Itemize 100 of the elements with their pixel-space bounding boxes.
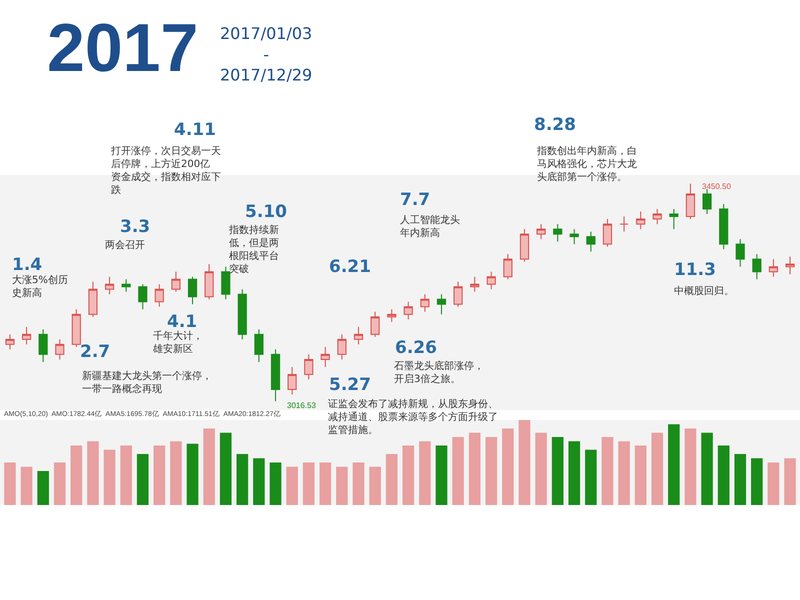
candlestick: [436, 294, 446, 315]
bar: [136, 454, 149, 505]
annotation: 2.7: [80, 342, 110, 362]
bar: [37, 471, 49, 505]
bar: [701, 432, 713, 505]
candlestick: [752, 254, 762, 280]
text: 指数创出年内新高，白马风格强化，芯片大龙头底部第一个涨停。: [536, 145, 637, 183]
annotation: 3450.50: [702, 182, 732, 191]
candlestick: [104, 276, 114, 295]
bar: [203, 428, 215, 505]
candlestick: [768, 258, 778, 278]
candlestick: [337, 334, 346, 360]
annotation: 3016.53: [287, 401, 316, 410]
bar: [751, 458, 763, 505]
candlestick: [154, 284, 164, 308]
bar: [70, 446, 82, 505]
bar: [618, 441, 630, 505]
bar: [468, 432, 480, 505]
bar: [718, 446, 730, 505]
candlestick: [238, 288, 247, 340]
bar: [120, 446, 132, 505]
annotation: 两会召开: [105, 239, 145, 251]
candlestick: [420, 294, 430, 312]
candlestick: [686, 183, 696, 220]
bar: [535, 432, 547, 505]
candlestick: [320, 346, 330, 368]
bar: [684, 428, 696, 505]
candlestick: [404, 301, 413, 320]
bar: [302, 462, 315, 505]
candlestick: [270, 348, 280, 402]
candlestick: [652, 208, 662, 225]
candlestick: [221, 266, 230, 300]
candlestick: [702, 188, 712, 215]
candlestick: [354, 326, 364, 345]
bar: [220, 432, 232, 505]
bar: [386, 454, 398, 505]
candlestick: [719, 204, 728, 250]
annotation: 6.21: [329, 257, 371, 277]
bar: [502, 428, 514, 505]
bar: [436, 446, 448, 505]
candlestick: [602, 218, 612, 248]
candlestick: [38, 328, 48, 362]
bar: [369, 466, 381, 505]
candlestick: [122, 278, 131, 292]
candlestick: [138, 284, 148, 310]
bar: [352, 462, 364, 505]
candlestick: [88, 281, 98, 318]
candlestick: [5, 334, 15, 350]
annotation: 千年大计，雄安新区: [152, 330, 203, 355]
bar: [253, 458, 265, 505]
annotation: 6.26: [395, 338, 437, 358]
annotation: 5.27: [329, 375, 371, 395]
bar: [518, 420, 530, 505]
text: 4.11: [174, 120, 216, 140]
bar: [87, 441, 99, 505]
annotation: 5.10: [245, 202, 288, 222]
candlestick: [570, 228, 579, 245]
annotation: 4.1: [167, 312, 198, 332]
bar: [154, 446, 166, 505]
bar: [54, 462, 66, 505]
annotation: 1.4: [12, 255, 42, 275]
bar: [452, 437, 464, 505]
candlestick: [72, 308, 81, 348]
bar: [270, 462, 282, 505]
candlestick: [454, 281, 463, 308]
annotation: 3.3: [120, 217, 150, 237]
annotation: 中概股回归。: [674, 285, 734, 297]
bar: [236, 454, 248, 505]
annotation: 7.7: [400, 190, 430, 210]
bar: [320, 462, 332, 505]
candlestick: [503, 254, 512, 280]
candlestick: [636, 211, 646, 230]
candlestick: [304, 354, 314, 380]
candlestick: [486, 271, 496, 290]
bar: [568, 441, 580, 505]
chart-title: 2017: [47, 10, 198, 86]
bar: [485, 437, 498, 505]
annotation: 人工智能龙头年内新高: [400, 214, 460, 239]
chart-subtitle: 2017/01/03 - 2017/12/29: [220, 24, 312, 85]
candlestick: [586, 231, 596, 252]
candlestick: [736, 238, 745, 268]
candlestick: [470, 276, 480, 292]
bar: [336, 466, 348, 505]
candlestick: [254, 328, 264, 362]
candlestick: [188, 276, 198, 305]
bar: [634, 446, 646, 505]
annotation: 11.3: [674, 260, 716, 280]
bar: [668, 424, 680, 505]
text: 8.28: [534, 115, 576, 135]
candlestick: [520, 228, 530, 262]
candlestick: [288, 366, 297, 396]
bar: [170, 441, 182, 505]
candlestick: [171, 271, 180, 292]
bar: [734, 454, 746, 505]
bar: [402, 446, 414, 505]
bar: [768, 462, 780, 505]
candlestick: [370, 311, 380, 338]
candlestick: [55, 338, 64, 360]
annotation: 指数持续新低，但是两根阳线平台突破: [228, 224, 279, 275]
annotation: 打开涨停，次日交易一天后停牌，上方近200亿资金成交，指数相对应下跌: [110, 145, 221, 196]
